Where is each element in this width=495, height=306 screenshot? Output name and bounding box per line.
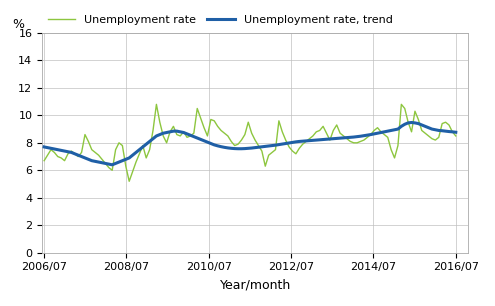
Line: Unemployment rate, trend: Unemployment rate, trend [44, 122, 456, 165]
Unemployment rate [273, 148, 279, 151]
Unemployment rate [181, 130, 187, 134]
Unemployment rate [453, 134, 459, 138]
X-axis label: Year/month: Year/month [219, 278, 291, 291]
Line: Unemployment rate: Unemployment rate [44, 104, 456, 181]
Unemployment rate [126, 179, 132, 183]
Unemployment rate, trend [177, 130, 183, 134]
Unemployment rate, trend [269, 144, 275, 147]
Unemployment rate, trend [140, 145, 146, 149]
Unemployment rate [41, 159, 47, 162]
Unemployment rate [310, 134, 316, 138]
Text: %: % [13, 18, 25, 31]
Unemployment rate [140, 144, 146, 147]
Unemployment rate, trend [453, 130, 459, 134]
Unemployment rate [429, 137, 435, 140]
Unemployment rate, trend [41, 145, 47, 149]
Unemployment rate, trend [306, 139, 312, 143]
Unemployment rate [153, 103, 159, 106]
Unemployment rate, trend [109, 163, 115, 167]
Legend: Unemployment rate, Unemployment rate, trend: Unemployment rate, Unemployment rate, tr… [48, 15, 393, 25]
Unemployment rate, trend [408, 121, 414, 124]
Unemployment rate [446, 123, 452, 127]
Unemployment rate, trend [446, 130, 452, 133]
Unemployment rate, trend [429, 127, 435, 131]
